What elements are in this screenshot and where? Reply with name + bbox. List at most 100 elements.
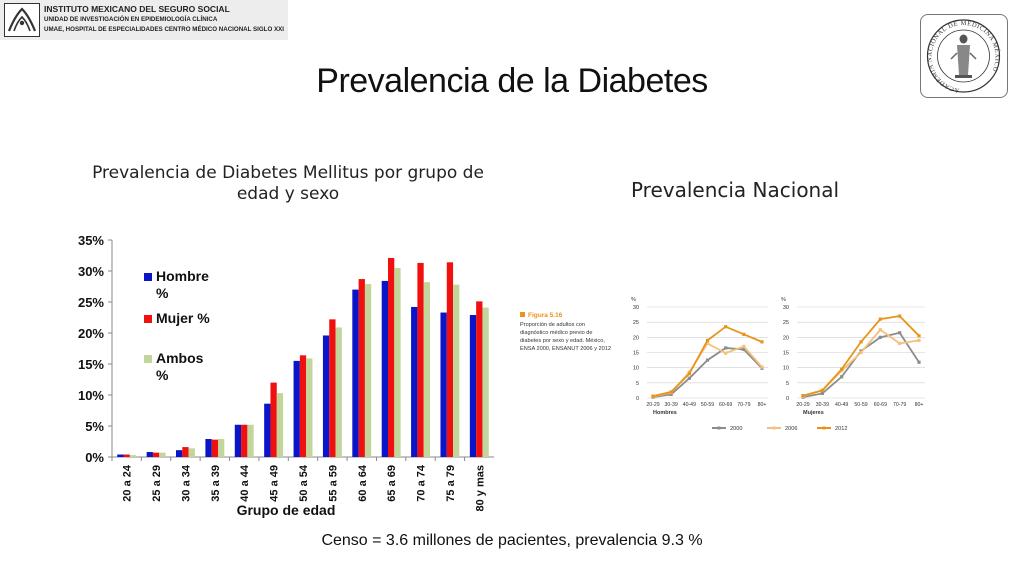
national-line-figure: Figura 5.16 Proporción de adultos con diag…	[520, 297, 925, 432]
bar-hombre	[264, 403, 271, 457]
bar-ambos	[453, 284, 460, 457]
point-year-2000	[917, 360, 921, 364]
point-year-2012	[742, 332, 746, 336]
panel-y-tick: 20	[633, 335, 639, 341]
x-tick-label: 30 a 34	[180, 464, 192, 502]
figure-label: Figura 5.16	[528, 312, 563, 319]
point-year-2012	[917, 334, 921, 338]
y-tick-label: 30%	[78, 264, 104, 279]
point-year-2000	[687, 376, 691, 380]
point-year-2000	[878, 335, 882, 339]
legend-label: 2000	[730, 426, 742, 432]
panel-y-tick: 20	[783, 335, 789, 341]
point-year-2006	[859, 350, 863, 355]
panel-y-tick: 10	[633, 366, 639, 372]
point-year-2012	[724, 325, 728, 329]
legend-marker	[772, 426, 776, 430]
panel-y-unit: %	[781, 297, 786, 303]
point-year-2000	[840, 375, 844, 379]
bar-hombre	[411, 306, 418, 457]
institution-header: INSTITUTO MEXICANO DEL SEGURO SOCIAL UNI…	[0, 0, 288, 40]
point-year-2012	[687, 372, 691, 376]
x-tick-label: 20 a 24	[122, 464, 134, 502]
line-year-2000	[652, 347, 763, 398]
figure-marker	[520, 312, 525, 317]
bar-ambos	[247, 424, 254, 457]
point-year-2012	[840, 367, 844, 371]
bar-ambos	[306, 358, 313, 457]
bar-mujer	[182, 447, 189, 457]
x-tick-label: 25 a 29	[151, 465, 163, 502]
bar-hombre	[293, 360, 300, 457]
panel-y-tick: 30	[633, 305, 639, 311]
point-year-2012	[859, 340, 863, 344]
x-tick-label: 35 a 39	[210, 465, 222, 502]
bar-mujer	[270, 382, 277, 457]
legend-swatch	[144, 273, 152, 281]
panel-y-unit: %	[631, 297, 636, 303]
bar-chart-title: Prevalencia de Diabetes Mellitus por gru…	[92, 163, 484, 204]
bar-mujer	[358, 279, 365, 457]
bar-mujer	[446, 262, 454, 457]
figure-caption-line: Proporción de adultos con	[520, 322, 585, 328]
bar-ambos	[159, 452, 166, 457]
point-year-2006	[898, 341, 902, 345]
point-year-2000	[820, 391, 824, 396]
x-tick-label: 80 y mas	[474, 465, 486, 511]
y-tick-label: 35%	[78, 233, 104, 248]
bar-hombre	[440, 312, 447, 457]
bar-mujer	[417, 262, 424, 457]
panel-x-tick: 50-59	[854, 402, 867, 408]
point-year-2000	[742, 347, 746, 352]
point-year-2006	[742, 344, 746, 349]
point-year-2000	[705, 358, 710, 362]
panel-y-tick: 25	[783, 320, 789, 326]
legend-swatch	[144, 355, 152, 363]
bar-hombre	[176, 450, 183, 457]
panel-x-tick: 40-49	[683, 402, 696, 408]
bar-ambos	[188, 448, 195, 457]
header-line-2: UNIDAD DE INVESTIGACIÓN EN EPIDEMIOLOGÍA…	[44, 16, 218, 23]
bar-mujer	[152, 452, 160, 457]
legend-label: 2012	[835, 426, 847, 432]
bar-hombre	[469, 315, 477, 457]
academy-seal: ACADEMIA NACIONAL DE MEDICINA MÉXICO	[920, 14, 1008, 98]
legend-marker	[717, 426, 721, 430]
x-tick-label: 60 a 64	[357, 464, 369, 502]
point-year-2012	[705, 338, 710, 342]
bar-ambos	[423, 282, 430, 457]
point-year-2012	[801, 393, 805, 398]
x-tick-label: 45 a 49	[269, 465, 281, 502]
legend-swatch	[144, 315, 152, 323]
national-section-title: Prevalencia Nacional	[630, 178, 840, 202]
panel-y-tick: 5	[786, 381, 789, 387]
bar-hombre	[205, 439, 212, 457]
bar-hombre	[146, 452, 153, 457]
panel-x-tick: 20-29	[796, 402, 809, 408]
panel-x-title: Hombres	[653, 410, 677, 416]
point-year-2006	[760, 365, 764, 369]
bar-ambos	[482, 307, 489, 457]
bar-hombre	[352, 289, 359, 457]
point-year-2012	[878, 317, 882, 321]
point-year-2000	[669, 392, 673, 396]
bar-ambos	[394, 267, 401, 457]
panel-y-tick: 0	[786, 396, 789, 402]
bar-ambos	[129, 455, 137, 457]
panel-y-tick: 0	[636, 396, 639, 402]
line-year-2006	[802, 328, 920, 398]
point-year-2000	[724, 346, 728, 350]
figure-caption-line: diagnóstico médico previo de	[520, 330, 592, 336]
panel-x-tick: 60-69	[719, 402, 732, 408]
y-tick-label: 25%	[78, 295, 104, 310]
bar-mujer	[299, 355, 307, 457]
panel-y-tick: 25	[633, 320, 639, 326]
legend-label: 2006	[785, 426, 797, 432]
bar-chart: 0% 5% 10% 15% 20% 25% 30% 35% 20 a 24 25 a 29 30 a…	[78, 233, 494, 518]
point-year-2012	[669, 390, 673, 394]
bar-mujer	[388, 257, 395, 457]
panel-x-tick: 80+	[758, 402, 767, 408]
bar-ambos	[276, 393, 284, 457]
panel-x-tick: 20-29	[646, 402, 659, 408]
figure-caption-line: ENSA 2000, ENSANUT 2006 y 2012	[520, 346, 611, 352]
